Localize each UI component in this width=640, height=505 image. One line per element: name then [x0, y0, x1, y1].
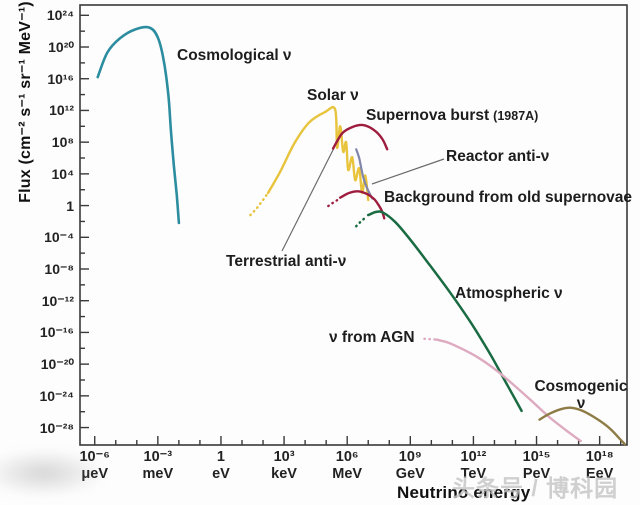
callout-layer — [281, 147, 445, 252]
curve-solar-dotted-tail — [249, 191, 270, 217]
curve-atmospheric-dotted-tail — [354, 215, 368, 228]
curve-atmospheric — [366, 210, 523, 413]
callout-line-terrestrial — [281, 147, 335, 252]
series-layer — [96, 25, 627, 446]
curve-cosmological — [96, 25, 181, 225]
watermark-text: 头条号 / 博科园 — [452, 475, 619, 501]
corner-watermark-ghost — [0, 449, 107, 497]
axes-layer — [79, 4, 628, 446]
curve-old_supernovae — [339, 190, 386, 220]
plot-frame — [79, 4, 628, 446]
callout-line-reactor — [371, 158, 445, 185]
curve-reactor — [355, 148, 374, 200]
curve-old_supernovae-dotted-tail — [327, 197, 342, 208]
curve-cosmogenic — [538, 406, 627, 446]
curve-supernova_burst — [331, 123, 389, 151]
curve-solar — [266, 105, 370, 202]
curve-agn — [435, 338, 582, 443]
curve-agn-dotted-tail — [423, 337, 438, 341]
